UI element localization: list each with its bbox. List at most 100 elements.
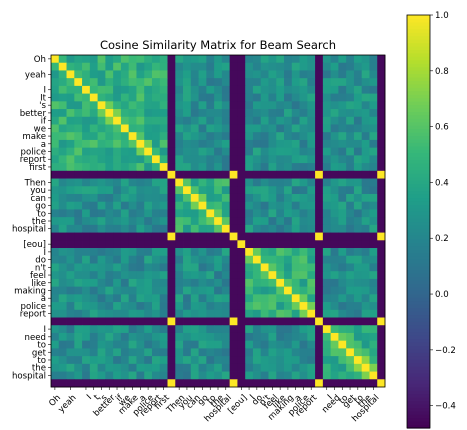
heatmap-cell xyxy=(175,217,184,226)
heatmap-cell xyxy=(206,209,215,218)
heatmap-cell xyxy=(183,294,192,303)
heatmap-cell xyxy=(105,309,114,318)
heatmap-cell xyxy=(353,356,363,365)
heatmap-cell xyxy=(82,255,91,264)
heatmap-cell xyxy=(276,325,285,334)
heatmap-cell xyxy=(252,325,262,334)
heatmap-cell xyxy=(120,101,130,110)
heatmap-cell xyxy=(82,132,91,141)
heatmap-cell xyxy=(89,116,99,125)
heatmap-cell xyxy=(214,62,223,71)
heatmap-cell xyxy=(190,193,199,203)
heatmap-cell xyxy=(105,139,114,149)
heatmap-cell xyxy=(159,139,168,149)
heatmap-cell xyxy=(120,286,130,295)
heatmap-cell xyxy=(214,224,223,233)
heatmap-cell xyxy=(315,209,324,218)
heatmap-cell xyxy=(66,263,75,272)
heatmap-cell xyxy=(58,332,67,342)
heatmap-cell xyxy=(361,332,370,342)
heatmap-cell xyxy=(221,278,231,288)
heatmap-cell xyxy=(74,139,83,149)
heatmap-cell xyxy=(260,109,269,118)
heatmap-cell xyxy=(346,124,355,133)
heatmap-cell xyxy=(120,193,130,203)
heatmap-cell xyxy=(229,317,238,326)
colorbar-segment xyxy=(407,66,430,71)
heatmap-cell xyxy=(89,340,99,349)
heatmap-cell xyxy=(322,132,332,141)
heatmap-cell xyxy=(361,379,370,388)
heatmap-cell xyxy=(276,363,285,372)
heatmap-cell xyxy=(346,209,355,218)
heatmap-cell xyxy=(252,85,262,94)
colorbar-segment xyxy=(407,359,430,364)
heatmap-cell xyxy=(190,340,199,349)
heatmap-cell xyxy=(252,248,262,257)
heatmap-cell xyxy=(214,85,223,94)
heatmap-cell xyxy=(299,363,308,372)
heatmap-cell xyxy=(113,178,122,187)
heatmap-cell xyxy=(322,217,332,226)
heatmap-cell xyxy=(97,240,106,249)
heatmap-cell xyxy=(190,78,199,87)
heatmap-cell xyxy=(144,132,153,141)
colorbar-segment xyxy=(407,121,430,126)
heatmap-cell xyxy=(276,55,285,64)
heatmap-cell xyxy=(58,278,67,288)
colorbar-segment xyxy=(407,21,430,26)
heatmap-cell xyxy=(338,155,347,164)
heatmap-cell xyxy=(237,348,246,357)
heatmap-cell xyxy=(307,201,316,210)
heatmap-cell xyxy=(206,240,215,249)
heatmap-cell xyxy=(82,286,91,295)
heatmap-cell xyxy=(291,286,300,295)
heatmap-cell xyxy=(260,163,269,172)
heatmap-cell xyxy=(144,62,153,71)
heatmap-cell xyxy=(353,371,363,380)
heatmap-cell xyxy=(353,93,363,102)
heatmap-cell xyxy=(229,294,238,303)
heatmap-cell xyxy=(144,147,153,156)
heatmap-cell xyxy=(377,124,386,133)
heatmap-cell xyxy=(167,217,176,226)
heatmap-cell xyxy=(82,209,91,218)
heatmap-cell xyxy=(369,348,378,357)
heatmap-cell xyxy=(284,178,293,187)
heatmap-cell xyxy=(377,309,386,318)
heatmap-cell xyxy=(175,232,184,241)
heatmap-cell xyxy=(167,232,176,241)
heatmap-cell xyxy=(252,116,262,125)
colorbar-segment xyxy=(407,393,430,398)
heatmap-cell xyxy=(260,55,269,64)
heatmap-cell xyxy=(136,224,145,233)
heatmap-cell xyxy=(338,248,347,257)
heatmap-cell xyxy=(167,255,176,264)
heatmap-cell xyxy=(97,178,106,187)
heatmap-cell xyxy=(74,85,83,94)
heatmap-cell xyxy=(82,201,91,210)
heatmap-cell xyxy=(276,332,285,342)
y-tick-label: Then xyxy=(24,178,46,188)
heatmap-cell xyxy=(361,70,370,79)
colorbar-segment xyxy=(407,59,430,64)
heatmap-cell xyxy=(260,132,269,141)
heatmap-cell xyxy=(361,224,370,233)
colorbar-segment xyxy=(407,104,430,109)
heatmap-cell xyxy=(361,201,370,210)
heatmap-cell xyxy=(377,78,386,87)
heatmap-cell xyxy=(299,163,308,172)
heatmap-cell xyxy=(206,325,215,334)
heatmap-cell xyxy=(338,186,347,195)
heatmap-cell xyxy=(190,186,199,195)
heatmap-cell xyxy=(369,186,378,195)
heatmap-cell xyxy=(361,371,370,380)
heatmap-cell xyxy=(268,116,277,125)
heatmap-cell xyxy=(82,93,91,102)
heatmap-cell xyxy=(377,101,386,110)
heatmap-cell xyxy=(120,309,130,318)
heatmap-cell xyxy=(214,124,223,133)
heatmap-cell xyxy=(361,363,370,372)
heatmap-cell xyxy=(338,240,347,249)
heatmap-cell xyxy=(307,147,316,156)
